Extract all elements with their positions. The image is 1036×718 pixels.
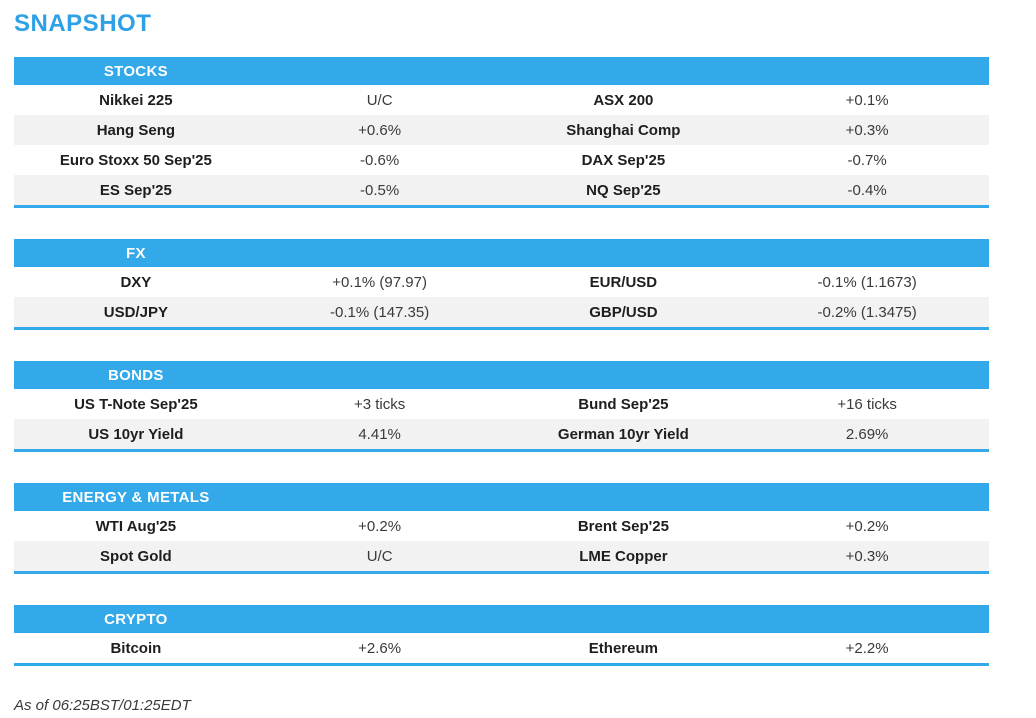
section-rows: WTI Aug'25 +0.2% Brent Sep'25 +0.2% Spot… <box>14 511 989 571</box>
table-row: Hang Seng +0.6% Shanghai Comp +0.3% <box>14 115 989 145</box>
table-row: Euro Stoxx 50 Sep'25 -0.6% DAX Sep'25 -0… <box>14 145 989 175</box>
instrument-value: -0.1% (147.35) <box>330 303 430 321</box>
section-rows: Bitcoin +2.6% Ethereum +2.2% <box>14 633 989 663</box>
table-row: DXY +0.1% (97.97) EUR/USD -0.1% (1.1673) <box>14 267 989 297</box>
instrument-label: US T-Note Sep'25 <box>74 395 198 413</box>
section-header-banner: STOCKS <box>14 57 989 85</box>
section-header-banner: FX <box>14 239 989 267</box>
instrument-value: 4.41% <box>358 425 401 443</box>
instrument-value: +3 ticks <box>353 395 406 413</box>
instrument-value: +0.3% <box>845 547 889 565</box>
table-row: USD/JPY -0.1% (147.35) GBP/USD -0.2% (1.… <box>14 297 989 327</box>
instrument-value: 2.69% <box>845 425 889 443</box>
instrument-value: -0.4% <box>847 181 887 199</box>
instrument-label: Hang Seng <box>96 121 176 139</box>
instrument-value: +2.6% <box>358 639 402 657</box>
instrument-value: -0.6% <box>360 151 400 169</box>
instrument-label: NQ Sep'25 <box>586 181 661 199</box>
instrument-label: ASX 200 <box>593 91 654 109</box>
instrument-label: Bitcoin <box>110 639 162 657</box>
section-crypto: CRYPTO Bitcoin +2.6% Ethereum +2.2% <box>14 605 989 666</box>
section-header-banner: CRYPTO <box>14 605 989 633</box>
instrument-label: Shanghai Comp <box>566 121 681 139</box>
table-row: US T-Note Sep'25 +3 ticks Bund Sep'25 +1… <box>14 389 989 419</box>
instrument-label: ES Sep'25 <box>99 181 172 199</box>
page-title: SNAPSHOT <box>14 10 152 37</box>
instrument-label: DAX Sep'25 <box>581 151 666 169</box>
instrument-value: +0.2% <box>845 517 889 535</box>
instrument-label: USD/JPY <box>103 303 168 321</box>
instrument-value: U/C <box>366 547 393 565</box>
instrument-value: -0.2% (1.3475) <box>817 303 917 321</box>
instrument-label: Spot Gold <box>100 547 172 565</box>
table-row: Bitcoin +2.6% Ethereum +2.2% <box>14 633 989 663</box>
section-header-label: CRYPTO <box>104 610 168 628</box>
section-bonds: BONDS US T-Note Sep'25 +3 ticks Bund Sep… <box>14 361 989 452</box>
instrument-value: +2.2% <box>845 639 889 657</box>
instrument-label: DXY <box>120 273 152 291</box>
section-header-label: FX <box>125 244 146 262</box>
instrument-value: +0.6% <box>358 121 402 139</box>
section-header-banner: ENERGY & METALS <box>14 483 989 511</box>
instrument-value: +16 ticks <box>837 395 897 413</box>
instrument-value: +0.1% <box>845 91 889 109</box>
instrument-label: Euro Stoxx 50 Sep'25 <box>59 151 212 169</box>
instrument-label: Bund Sep'25 <box>578 395 669 413</box>
table-row: ES Sep'25 -0.5% NQ Sep'25 -0.4% <box>14 175 989 205</box>
instrument-label: Brent Sep'25 <box>577 517 669 535</box>
section-rows: DXY +0.1% (97.97) EUR/USD -0.1% (1.1673)… <box>14 267 989 327</box>
table-row: Nikkei 225 U/C ASX 200 +0.1% <box>14 85 989 115</box>
section-header-banner: BONDS <box>14 361 989 389</box>
section-fx: FX DXY +0.1% (97.97) EUR/USD -0.1% (1.16… <box>14 239 989 330</box>
section-energy-metals: ENERGY & METALS WTI Aug'25 +0.2% Brent S… <box>14 483 989 574</box>
section-rows: US T-Note Sep'25 +3 ticks Bund Sep'25 +1… <box>14 389 989 449</box>
instrument-value: -0.7% <box>847 151 887 169</box>
instrument-value: -0.5% <box>360 181 400 199</box>
section-header-label: ENERGY & METALS <box>62 488 210 506</box>
section-stocks: STOCKS Nikkei 225 U/C ASX 200 +0.1% Hang… <box>14 57 989 208</box>
table-row: US 10yr Yield 4.41% German 10yr Yield 2.… <box>14 419 989 449</box>
instrument-label: WTI Aug'25 <box>95 517 177 535</box>
instrument-value: -0.1% (1.1673) <box>817 273 917 291</box>
section-rows: Nikkei 225 U/C ASX 200 +0.1% Hang Seng +… <box>14 85 989 205</box>
instrument-value: +0.1% (97.97) <box>332 273 427 291</box>
instrument-label: Nikkei 225 <box>99 91 173 109</box>
instrument-label: Ethereum <box>588 639 658 657</box>
table-row: WTI Aug'25 +0.2% Brent Sep'25 +0.2% <box>14 511 989 541</box>
section-header-label: STOCKS <box>103 62 168 80</box>
instrument-label: German 10yr Yield <box>557 425 689 443</box>
instrument-label: LME Copper <box>579 547 668 565</box>
instrument-label: US 10yr Yield <box>88 425 184 443</box>
instrument-value: +0.2% <box>358 517 402 535</box>
instrument-label: GBP/USD <box>589 303 658 321</box>
instrument-value: U/C <box>366 91 393 109</box>
table-row: Spot Gold U/C LME Copper +0.3% <box>14 541 989 571</box>
instrument-value: +0.3% <box>845 121 889 139</box>
section-header-label: BONDS <box>108 366 164 384</box>
instrument-label: EUR/USD <box>589 273 658 291</box>
timestamp-footer: As of 06:25BST/01:25EDT <box>14 697 191 714</box>
